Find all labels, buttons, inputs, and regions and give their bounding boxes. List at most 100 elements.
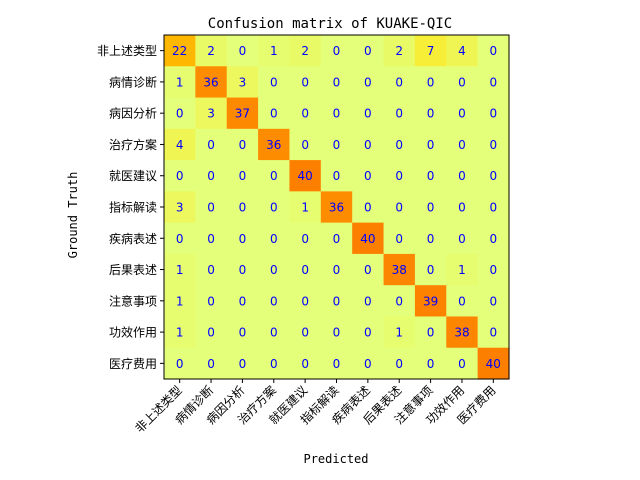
cell-value-label: 36 [266, 138, 281, 152]
heatmap-cell [195, 35, 228, 67]
heatmap-cell [352, 66, 385, 99]
cell-value-label: 0 [333, 107, 341, 121]
heatmap-cell [195, 347, 228, 380]
cell-value-label: 0 [458, 107, 466, 121]
cell-value-label: 0 [364, 107, 372, 121]
heatmap-cell [352, 253, 385, 286]
heatmap-cell [414, 222, 447, 255]
heatmap-cell [383, 66, 416, 99]
cell-value-label: 0 [395, 294, 403, 308]
cell-value-label: 0 [395, 107, 403, 121]
heatmap-cell [414, 316, 447, 349]
cell-value-label: 0 [395, 232, 403, 246]
cell-value-label: 0 [427, 326, 435, 340]
heatmap-cell [352, 35, 385, 67]
heatmap-cell [320, 316, 353, 349]
heatmap-cell [477, 97, 510, 130]
heatmap-cell [258, 160, 291, 192]
cell-value-label: 0 [207, 357, 215, 371]
heatmap-cell [414, 160, 447, 192]
y-tick-labels: 非上述类型病情诊断病因分析治疗方案就医建议指标解读疾病表述后果表述注意事项功效作… [97, 44, 157, 371]
heatmap-cell [320, 285, 353, 318]
heatmap-cell [164, 285, 196, 318]
heatmap-cell [164, 97, 196, 130]
cell-value-label: 0 [364, 326, 372, 340]
cell-value-label: 0 [270, 107, 278, 121]
cell-value-label: 0 [364, 169, 372, 183]
cell-value-label: 0 [427, 107, 435, 121]
cell-value-label: 0 [207, 294, 215, 308]
heatmap-cell [383, 97, 416, 130]
cell-value-label: 0 [239, 232, 247, 246]
cell-value-label: 0 [270, 294, 278, 308]
chart-title: Confusion matrix of KUAKE-QIC [208, 16, 452, 32]
heatmap-cell [164, 316, 196, 349]
cell-value-label: 0 [395, 201, 403, 215]
cell-value-label: 0 [239, 357, 247, 371]
heatmap-cell [477, 316, 510, 349]
axis-ticks [160, 50, 494, 383]
heatmap-cell [320, 66, 353, 99]
heatmap-cell [258, 316, 291, 349]
heatmap-cell [320, 222, 353, 255]
heatmap-cell [446, 160, 479, 192]
cell-value-label: 0 [333, 326, 341, 340]
heatmap-cell [195, 97, 228, 130]
cell-value-label: 39 [423, 294, 438, 308]
heatmap-cell [226, 160, 259, 192]
y-axis-label: Ground Truth [66, 172, 80, 259]
cell-value-label: 0 [364, 263, 372, 277]
cell-value-label: 38 [454, 326, 469, 340]
y-tick-label: 医疗费用 [109, 357, 157, 371]
heatmap-cell [446, 316, 479, 349]
heatmap-cell [446, 191, 479, 224]
heatmap-cell [226, 66, 259, 99]
cell-value-label: 0 [301, 232, 309, 246]
heatmap-cell [289, 222, 322, 255]
heatmap-cell [477, 160, 510, 192]
heatmap-cell [320, 35, 353, 67]
cell-value-label: 0 [427, 357, 435, 371]
cell-value-label: 0 [176, 169, 184, 183]
y-tick-label: 病因分析 [109, 106, 157, 121]
cell-value-label: 1 [176, 75, 184, 89]
heatmap-cell [258, 347, 291, 380]
heatmap-cell [289, 285, 322, 318]
heatmap-cell [195, 285, 228, 318]
cell-value-label: 0 [489, 44, 497, 58]
heatmap-cell [289, 66, 322, 99]
heatmap-cell [446, 347, 479, 380]
heatmap-cell [226, 35, 259, 67]
cell-value-label: 0 [333, 232, 341, 246]
heatmap-cell [289, 191, 322, 224]
heatmap-cell [383, 222, 416, 255]
heatmap-cell [226, 222, 259, 255]
heatmap-cell [195, 316, 228, 349]
cell-value-label: 0 [207, 263, 215, 277]
heatmap-cell [226, 285, 259, 318]
heatmap-cell [226, 191, 259, 224]
heatmap-cell [258, 35, 291, 67]
heatmap-cell [446, 97, 479, 130]
heatmap-cell [352, 285, 385, 318]
heatmap-cell [320, 347, 353, 380]
cell-value-label: 1 [176, 326, 184, 340]
cell-value-label: 0 [489, 326, 497, 340]
cell-value-label: 1 [176, 263, 184, 277]
heatmap-cell [320, 253, 353, 286]
cell-value-label: 0 [333, 169, 341, 183]
cell-value-label: 0 [395, 75, 403, 89]
cell-value-label: 0 [364, 201, 372, 215]
cell-value-label: 1 [395, 326, 403, 340]
cell-value-label: 4 [458, 44, 466, 58]
heatmap-cell [477, 222, 510, 255]
cell-value-label: 0 [239, 201, 247, 215]
cell-value-label: 4 [176, 138, 184, 152]
cell-value-label: 0 [364, 44, 372, 58]
cell-value-label: 0 [301, 138, 309, 152]
heatmap-cell [164, 35, 196, 67]
heatmap-cell [477, 347, 510, 380]
cell-value-label: 0 [364, 294, 372, 308]
heatmap-cell [226, 253, 259, 286]
